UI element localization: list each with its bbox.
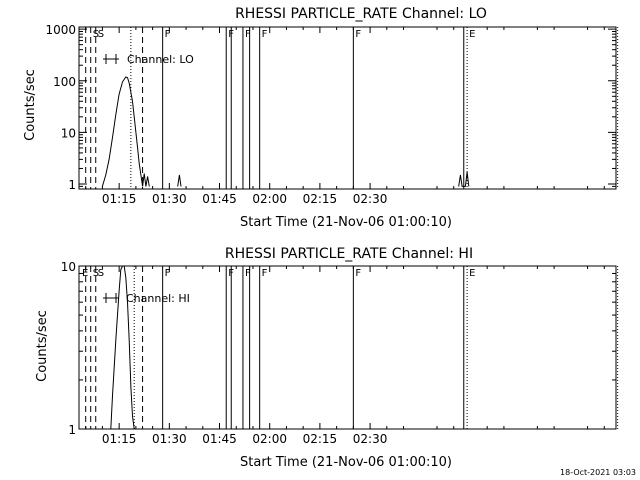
event-markers: SSFFFFFE <box>85 27 619 189</box>
x-tick-label: 02:00 <box>252 432 287 446</box>
event-markers: ESSFFFFFE <box>82 266 619 429</box>
x-tick-label: 01:45 <box>202 192 237 206</box>
x-axis-label: Start Time (21-Nov-06 01:00:10) <box>240 215 452 230</box>
legend: Channel: HI <box>103 292 190 305</box>
x-tick-label: 01:15 <box>102 432 137 446</box>
marker-label: S <box>93 268 99 279</box>
legend: Channel: LO <box>103 53 194 66</box>
footer-timestamp: 18-Oct-2021 03:03 <box>560 468 636 477</box>
chart-bottom: RHESSI PARTICLE_RATE Channel: HI E SS F F F F… <box>35 246 619 470</box>
y-tick-label: 1000 <box>45 23 76 37</box>
marker-label: E <box>469 268 475 279</box>
y-axis-label: Counts/sec <box>23 69 38 141</box>
y-tick-label: 10 <box>61 260 76 274</box>
plot-frame <box>78 26 617 190</box>
series-line <box>110 265 135 430</box>
y-tick-label: 10 <box>61 126 76 140</box>
x-tick-label: 02:15 <box>303 432 338 446</box>
axis-ticks: 01:15 01:30 01:45 02:00 02:15 02:30 1 10 100 1000 <box>45 23 616 206</box>
x-tick-label: 02:00 <box>252 192 287 206</box>
series-line <box>101 76 150 187</box>
marker-label: F <box>245 268 251 279</box>
y-axis-label: Counts/sec <box>35 310 50 382</box>
marker-label: F <box>165 268 171 279</box>
x-tick-label: 02:30 <box>353 192 388 206</box>
x-axis-label: Start Time (21-Nov-06 01:00:10) <box>240 455 452 470</box>
chart-top: RHESSI PARTICLE_RATE Channel: LO SSFFFFF… <box>23 6 619 230</box>
axis-ticks: 01:15 01:30 01:45 02:00 02:15 02:30 1 10 <box>61 260 616 446</box>
chart-title: RHESSI PARTICLE_RATE Channel: LO <box>235 6 487 22</box>
marker-label: F <box>262 268 268 279</box>
marker-label: E <box>469 29 475 40</box>
marker-label: E <box>82 268 88 279</box>
y-tick-label: 1 <box>68 178 76 192</box>
x-tick-label: 01:15 <box>102 192 137 206</box>
chart-title: RHESSI PARTICLE_RATE Channel: HI <box>225 246 473 262</box>
legend-label: Channel: LO <box>127 53 194 66</box>
marker-label: S <box>93 29 99 40</box>
series-line <box>177 174 182 187</box>
legend-label: Channel: HI <box>126 292 190 305</box>
y-tick-label: 100 <box>53 75 76 89</box>
series-lines <box>101 76 470 187</box>
plot-frame <box>78 265 617 430</box>
marker-label: F <box>355 268 361 279</box>
marker-label: F <box>245 29 251 40</box>
marker-label: F <box>262 29 268 40</box>
marker-label: S <box>98 268 104 279</box>
x-tick-label: 01:30 <box>152 192 187 206</box>
series-line <box>458 172 470 187</box>
x-tick-label: 02:30 <box>353 432 388 446</box>
series-lines <box>110 265 135 430</box>
x-tick-label: 02:15 <box>303 192 338 206</box>
marker-label: S <box>98 29 104 40</box>
marker-label: F <box>355 29 361 40</box>
marker-label: F <box>165 29 171 40</box>
x-tick-label: 01:30 <box>152 432 187 446</box>
y-tick-label: 1 <box>68 423 76 437</box>
x-tick-label: 01:45 <box>202 432 237 446</box>
